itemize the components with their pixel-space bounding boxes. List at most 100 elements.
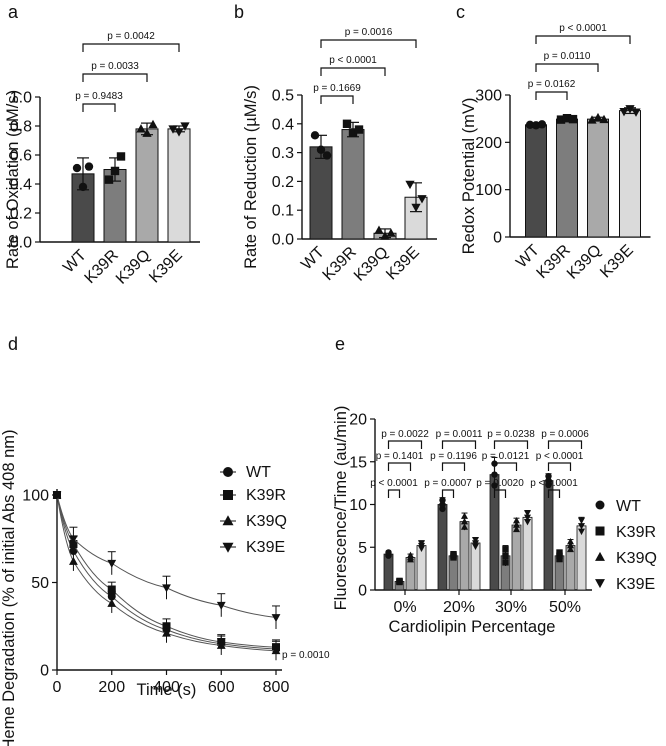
y-tick-label-d: 50 [31,575,49,592]
x-tick-label-b: K39E [383,244,423,284]
data-point-e [471,543,480,550]
y-tick-label-b: 0.3 [272,145,294,162]
p-value-label-a: p = 0.0042 [107,31,155,42]
data-point-e [471,536,480,544]
data-point-e [545,477,552,484]
data-point-b [316,145,326,154]
p-value-label-e: p = 0.1196 [430,451,477,462]
data-point-b [354,125,364,134]
significance-bracket-e [387,440,423,449]
significance-bracket-a [82,43,180,52]
data-point-c [587,115,597,124]
p-value-label-e: p = 0.0020 [476,478,524,489]
data-point-K39Q [69,556,78,565]
data-point-a [72,163,82,173]
data-point-c [537,120,547,129]
significance-bracket-e [547,489,561,498]
data-point-c [562,113,572,123]
x-tick-label-e: 20% [443,599,475,616]
bar-e-20%-K39E [470,542,481,591]
panel-letter-c: c [456,2,465,22]
y-tick-label-a: 0.4 [10,177,32,194]
panel-letter-e: e [335,334,345,354]
bar-c-WT [525,124,547,238]
data-point-K39Q [107,598,117,607]
data-point-e [502,552,509,559]
panel-letter-b: b [234,2,244,22]
data-point-e [439,501,446,508]
data-point-K39E [107,559,117,568]
significance-bracket-b [320,67,386,76]
y-tick-label-b: 0.2 [272,174,294,191]
legend-marker-WT [595,500,605,510]
x-tick-label-c: K39E [597,242,637,282]
data-point-e [406,551,415,559]
y-axis-label-a: Rate of Oxidation (µM/s) [4,90,22,269]
y-tick-label-c: 300 [475,88,502,105]
data-point-e [523,518,532,526]
data-point-a [84,162,94,171]
legend-label-WT: WT [246,464,271,481]
data-point-b [405,180,415,190]
x-tick-label-e: 30% [495,599,527,616]
data-point-K39R [107,585,116,594]
significance-bracket-e [441,489,455,498]
data-point-e [502,559,509,566]
data-point-a [136,124,146,133]
data-point-e [417,540,426,547]
p-value-label-e: p < 0.0001 [530,478,578,489]
series-line-K39Q [56,494,277,652]
p-value-label-d: p = 0.0010 [282,650,330,661]
legend-label-K39R: K39R [246,487,286,504]
y-tick-label-c: 0 [493,230,502,247]
y-tick-label-a: 0.2 [10,206,32,223]
data-point-e [556,549,563,556]
y-tick-label-e: 10 [349,497,367,514]
legend-label-e-K39E: K39E [616,576,655,593]
data-point-e [545,472,552,480]
data-point-c [525,120,535,130]
data-point-e [460,517,469,525]
data-point-a [104,175,114,184]
data-point-e [512,525,521,533]
legend-marker-K39E [222,542,234,553]
data-point-c [619,107,629,117]
data-point-K39E [216,601,226,610]
legend-label-e-K39Q: K39Q [616,550,657,567]
p-value-label-a: p = 0.0033 [91,61,139,72]
p-value-label-e: p = 0.0007 [424,478,472,489]
legend-marker-K39Q [222,515,234,526]
significance-bracket-e [547,440,583,449]
data-point-a [142,128,152,137]
bar-e-30%-K39Q [511,524,522,591]
p-value-label-e: p = 0.0011 [436,429,483,440]
x-tick-label-b: K39R [320,244,360,284]
panel-letter-a: a [8,2,19,22]
p-value-label-e: p = 0.0121 [482,451,530,462]
data-point-e [566,541,575,549]
data-point-e [545,481,552,489]
data-point-e [556,555,563,563]
panel-letter-d: d [8,334,18,354]
significance-bracket-c [535,63,599,72]
y-tick-label-d: 100 [22,488,49,505]
x-tick-label-d: 0 [53,679,62,696]
p-value-label-c: p = 0.0162 [528,79,576,90]
p-value-label-e: p < 0.0001 [536,451,584,462]
legend-marker-K39R [595,526,605,536]
bar-e-20%-K39R [448,555,459,591]
x-tick-label-d: 400 [153,679,180,696]
data-point-K39E [162,584,171,593]
data-point-e [577,528,586,536]
p-value-label-b: p = 0.0016 [345,27,393,38]
significance-bracket-e [387,489,401,498]
data-point-b [380,231,390,240]
x-tick-label-a: K39R [82,247,122,287]
bar-e-50%-K39E [576,525,587,591]
y-tick-label-c: 200 [475,135,502,152]
legend-marker-K39Q [595,551,605,561]
bar-c-K39R [556,118,578,238]
legend-label-e-K39R: K39R [616,524,656,541]
y-axis-label-b: Rate of Reduction (µM/s) [242,85,260,269]
